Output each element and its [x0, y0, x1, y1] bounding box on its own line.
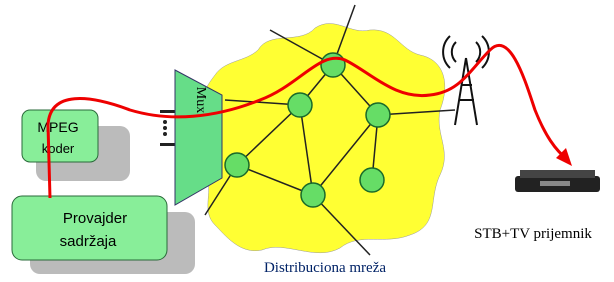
provider-label: Provajder: [63, 210, 127, 227]
stb-device: [515, 170, 600, 192]
encoder-label: koder: [42, 141, 75, 156]
provider-box: [12, 196, 167, 260]
antenna: [443, 36, 489, 125]
provider-label: sadržaja: [60, 233, 117, 250]
network-label: Distribuciona mreža: [264, 260, 386, 276]
encoder-label: MPEG: [37, 119, 78, 135]
diagram: Mux MPEG koder Provajder sadržaja STB+TV…: [0, 0, 614, 282]
mux-label: Mux: [193, 87, 208, 113]
receiver-label: STB+TV prijemnik: [474, 226, 592, 242]
page: Mux MPEG koder Provajder sadržaja STB+TV…: [0, 0, 614, 282]
